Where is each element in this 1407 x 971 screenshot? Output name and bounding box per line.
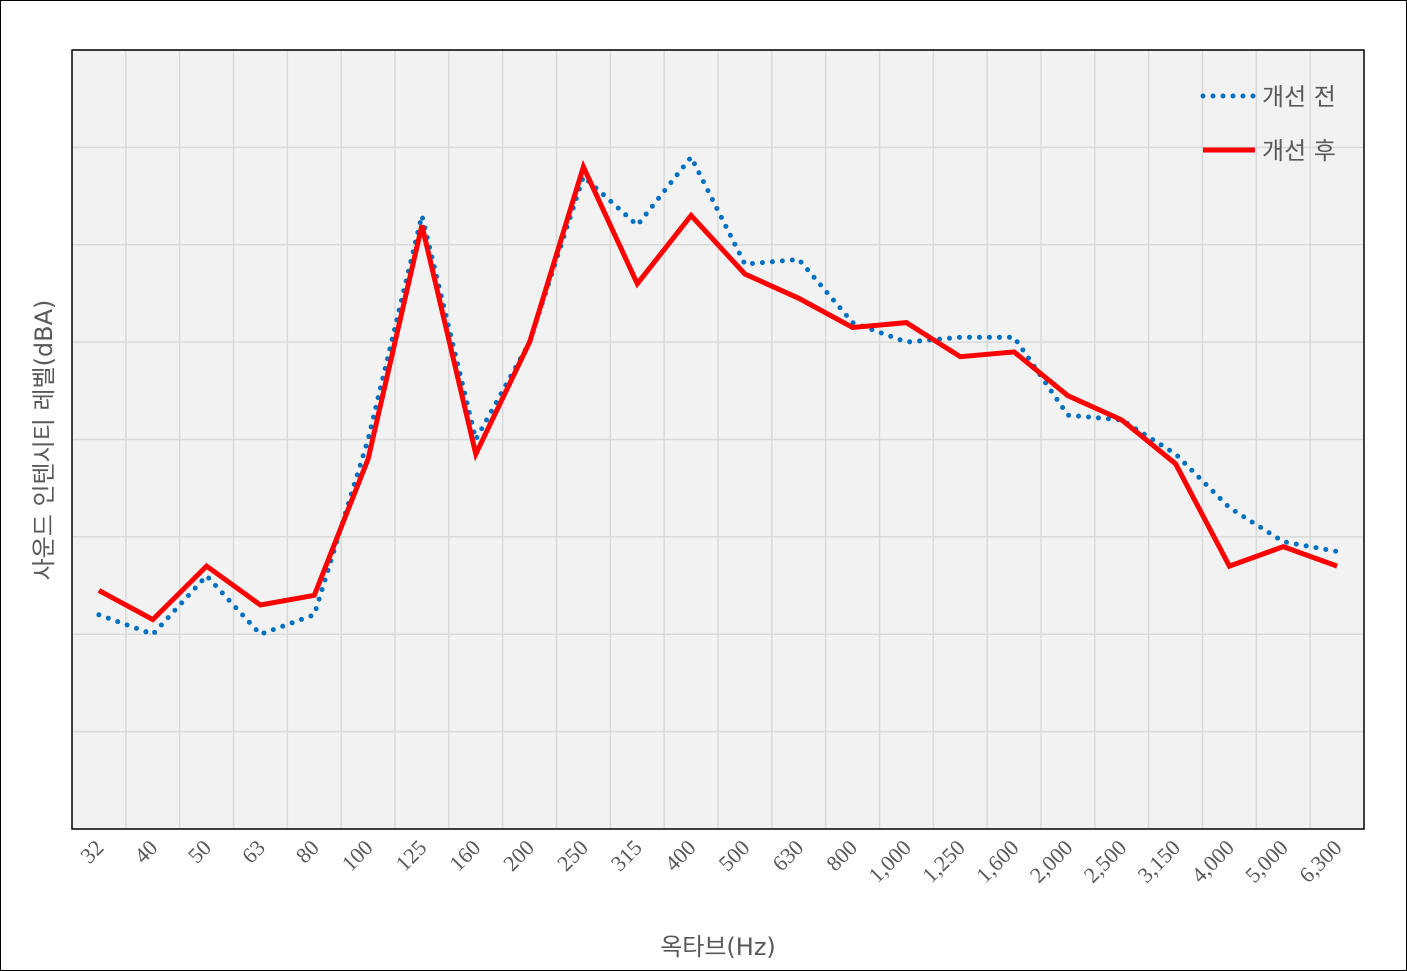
x-tick-label: 1,000	[863, 835, 916, 888]
plot-border	[71, 49, 1365, 830]
x-tick-label: 50	[183, 835, 216, 868]
x-tick-labels: 32 40 50 63 80 100 125 160 200 250 315 400 500 630 800…	[75, 835, 1346, 888]
x-tick-label: 80	[291, 835, 324, 868]
x-tick-label: 250	[552, 835, 593, 876]
x-tick-label: 630	[767, 835, 808, 876]
x-tick-label: 800	[821, 835, 862, 876]
x-tick-label: 160	[444, 835, 485, 876]
x-tick-label: 5,000	[1240, 835, 1293, 888]
series-layer	[96, 152, 1340, 638]
x-tick-label: 32	[75, 835, 108, 868]
x-tick-label: 6,300	[1294, 835, 1347, 888]
x-tick-label: 315	[606, 835, 647, 876]
x-tick-label: 1,250	[917, 835, 970, 888]
x-tick-label: 100	[337, 835, 378, 876]
x-tick-label: 1,600	[971, 835, 1024, 888]
x-tick-label: 4,000	[1186, 835, 1239, 888]
x-tick-label: 500	[713, 835, 754, 876]
x-tick-label: 2,500	[1079, 835, 1132, 888]
x-tick-label: 125	[390, 835, 431, 876]
series-line-after	[97, 159, 1338, 623]
legend-label-before: 개선 전	[1262, 83, 1336, 111]
x-tick-label: 400	[660, 835, 701, 876]
y-axis-title: 사운드 인텐시티 레벨(dBA)	[30, 300, 58, 581]
plot-border-rect	[71, 49, 1365, 830]
x-tick-label: 200	[498, 835, 539, 876]
x-tick-label: 40	[129, 835, 162, 868]
legend-label-after: 개선 후	[1262, 137, 1336, 165]
x-tick-label: 2,000	[1025, 835, 1078, 888]
x-tick-label: 63	[237, 835, 270, 868]
legend: 개선 전 개선 후	[1200, 83, 1336, 165]
series-line-before	[96, 152, 1340, 638]
x-axis-title: 옥타브(Hz)	[660, 933, 776, 961]
x-tick-label: 3,150	[1132, 835, 1185, 888]
